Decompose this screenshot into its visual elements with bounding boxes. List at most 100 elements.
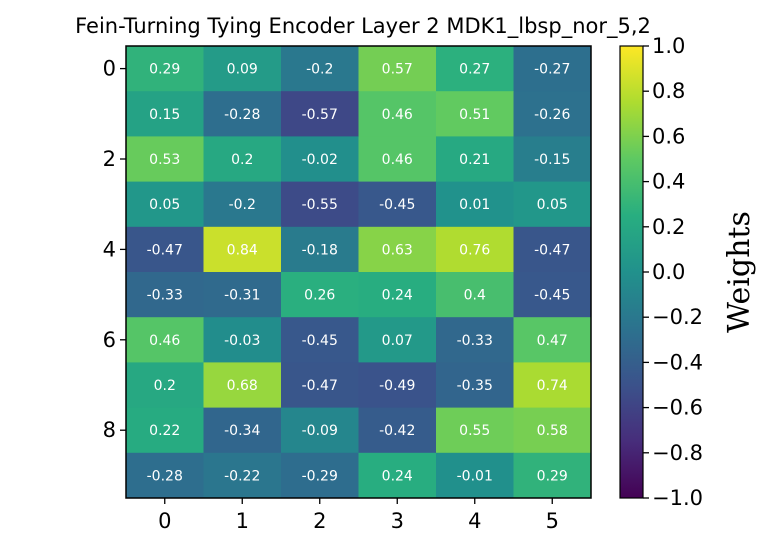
heatmap-cell: [203, 91, 282, 137]
cell-value-label: -0.45: [534, 288, 570, 304]
heatmap-cell: [358, 136, 437, 183]
cell-value-label: 0.74: [537, 378, 568, 394]
cell-value-label: -0.34: [224, 423, 260, 439]
colorbar-tick-label: −0.8: [652, 441, 703, 465]
cell-value-label: 0.76: [459, 242, 490, 258]
heatmap-cell: [513, 407, 592, 454]
heatmap-cell: [126, 362, 204, 409]
cell-value-label: -0.55: [302, 197, 338, 213]
heatmap-cell: [203, 136, 282, 183]
y-tick-label: 6: [103, 328, 116, 352]
cell-value-label: -0.33: [147, 288, 183, 304]
cell-value-label: 0.51: [459, 107, 490, 123]
heatmap-cell: [513, 226, 592, 273]
heatmap-cell: [203, 46, 282, 92]
heatmap-cell: [126, 272, 204, 318]
heatmap-cell: [513, 136, 592, 183]
cell-value-label: 0.46: [382, 107, 413, 123]
cell-value-label: 0.29: [537, 468, 568, 484]
cell-value-label: -0.2: [306, 62, 333, 78]
heatmap-cell: [203, 317, 282, 363]
heatmap-cell: [126, 91, 204, 137]
heatmap-cell: [126, 46, 204, 92]
cell-value-label: 0.27: [459, 62, 490, 78]
heatmap-cell: [281, 46, 359, 92]
cell-value-label: 0.46: [382, 152, 413, 168]
x-axis-ticks: 0 1 2 3 4 5: [158, 498, 559, 533]
heatmap-cell: [358, 181, 437, 228]
cell-value-label: 0.2: [231, 152, 253, 168]
cell-value-label: 0.09: [227, 62, 258, 78]
cell-value-label: -0.42: [379, 423, 415, 439]
x-tick-label: 0: [158, 509, 171, 533]
heatmap-cell: [281, 407, 359, 454]
colorbar-tick-label: 0.0: [652, 260, 685, 284]
heatmap-cell: [513, 46, 592, 92]
cell-value-label: 0.55: [459, 423, 490, 439]
heatmap-cell: [203, 407, 282, 454]
cell-value-label: 0.24: [382, 288, 413, 304]
heatmap-cell: [281, 136, 359, 183]
heatmap-cell: [126, 317, 204, 363]
heatmap-cell: [203, 452, 282, 499]
y-tick-label: 4: [103, 237, 116, 261]
heatmap-cell: [436, 362, 514, 409]
y-tick-label: 8: [103, 418, 116, 442]
cell-value-label: -0.18: [302, 242, 338, 258]
x-tick-label: 5: [546, 509, 559, 533]
heatmap-cell: [513, 272, 592, 318]
cell-value-label: -0.35: [457, 378, 493, 394]
cell-value-label: 0.07: [382, 333, 413, 349]
cell-value-label: -0.31: [224, 288, 260, 304]
cell-value-label: 0.84: [227, 242, 258, 258]
x-tick-label: 4: [468, 509, 481, 533]
chart-title: Fein-Turning Tying Encoder Layer 2 MDK1_…: [75, 14, 651, 39]
y-tick-label: 0: [103, 57, 116, 81]
cell-value-label: 0.24: [382, 468, 413, 484]
heatmap-cell: [126, 407, 204, 454]
cell-value-label: 0.63: [382, 242, 413, 258]
cell-value-label: -0.15: [534, 152, 570, 168]
colorbar-tick-label: 0.4: [652, 170, 685, 194]
heatmap-cell: [436, 226, 514, 273]
heatmap-cell: [513, 181, 592, 228]
colorbar-tick-label: −0.2: [652, 305, 703, 329]
heatmap-cell: [126, 181, 204, 228]
cell-value-label: 0.57: [382, 62, 413, 78]
cell-value-label: -0.01: [457, 468, 493, 484]
heatmap-cell: [281, 181, 359, 228]
plot-frame: [125, 45, 592, 499]
heatmap-cell: [436, 46, 514, 92]
heatmap-cell: [281, 91, 359, 137]
colorbar: [619, 45, 644, 499]
heatmap-cell: [436, 317, 514, 363]
colorbar-tick-label: −0.6: [652, 396, 703, 420]
heatmap-cell: [358, 452, 437, 499]
cell-value-label: -0.2: [229, 197, 256, 213]
cell-value-label: 0.22: [149, 423, 180, 439]
heatmap-cell: [358, 317, 437, 363]
colorbar-tick-label: −0.4: [652, 350, 703, 374]
cell-value-label: 0.26: [304, 288, 335, 304]
heatmap-cell: [358, 362, 437, 409]
cell-value-label: -0.47: [302, 378, 338, 394]
cell-value-label: -0.29: [302, 468, 338, 484]
heatmap-cell: [436, 181, 514, 228]
cell-value-label: 0.01: [459, 197, 490, 213]
heatmap-cell: [281, 452, 359, 499]
x-tick-label: 2: [313, 509, 326, 533]
cell-value-label: -0.09: [302, 423, 338, 439]
heatmap-cell: [281, 317, 359, 363]
cell-value-label: -0.47: [147, 242, 183, 258]
cell-value-labels: 0.29 0.09 -0.2 0.57 0.27 -0.27 0.15 -0.28 -0.57 0…: [147, 62, 571, 485]
heatmap-cell: [436, 272, 514, 318]
heatmap-cell: [203, 226, 282, 273]
heatmap-cell: [126, 226, 204, 273]
colorbar-tick-label: −1.0: [652, 486, 703, 510]
cell-value-label: 0.2: [154, 378, 176, 394]
heatmap-cell: [436, 407, 514, 454]
cell-value-label: -0.28: [224, 107, 260, 123]
x-tick-label: 1: [236, 509, 249, 533]
y-axis-ticks: 0 2 4 6 8: [103, 57, 126, 442]
cell-value-label: -0.28: [147, 468, 183, 484]
